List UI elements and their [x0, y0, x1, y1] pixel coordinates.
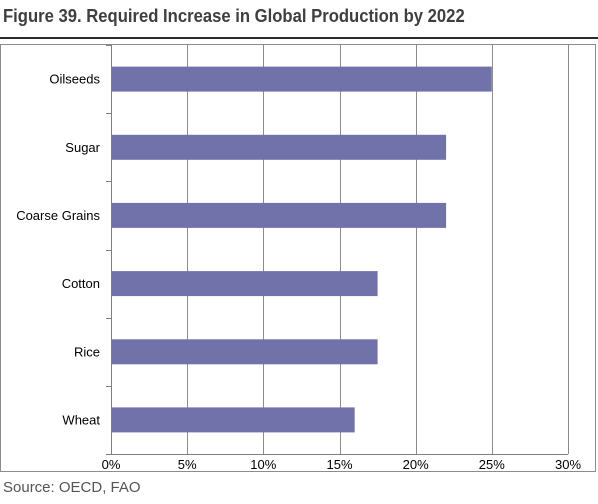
bar-wheat — [111, 407, 355, 433]
category-label: Wheat — [62, 412, 100, 427]
bar-cotton — [111, 271, 378, 297]
category-label: Sugar — [65, 140, 100, 155]
category-label: Coarse Grains — [16, 208, 100, 223]
labels: Oilseeds Sugar Coarse Grains Cotton Rice Whea… — [16, 72, 581, 471]
axes — [106, 45, 568, 455]
category-label: Rice — [74, 344, 100, 359]
x-tick-label: 0% — [102, 457, 121, 471]
chart-frame: Oilseeds Sugar Coarse Grains Cotton Rice Whea… — [0, 44, 596, 472]
bar-coarse-grains — [111, 202, 447, 228]
x-tick-label: 20% — [403, 457, 429, 471]
x-tick-label: 30% — [555, 457, 581, 471]
x-tick-label: 15% — [326, 457, 352, 471]
x-tick-label: 5% — [178, 457, 197, 471]
category-label: Cotton — [62, 276, 100, 291]
x-tick-label: 10% — [250, 457, 276, 471]
bars — [111, 66, 492, 433]
category-label: Oilseeds — [49, 72, 100, 87]
bar-chart: Oilseeds Sugar Coarse Grains Cotton Rice Whea… — [16, 45, 581, 471]
source-note: Source: OECD, FAO — [3, 479, 141, 496]
figure-title: Figure 39. Required Increase in Global P… — [3, 5, 465, 26]
bar-rice — [111, 339, 378, 365]
bar-sugar — [111, 134, 447, 160]
title-divider — [0, 37, 598, 39]
bar-oilseeds — [111, 66, 492, 92]
x-tick-label: 25% — [479, 457, 505, 471]
gridlines — [187, 45, 569, 454]
